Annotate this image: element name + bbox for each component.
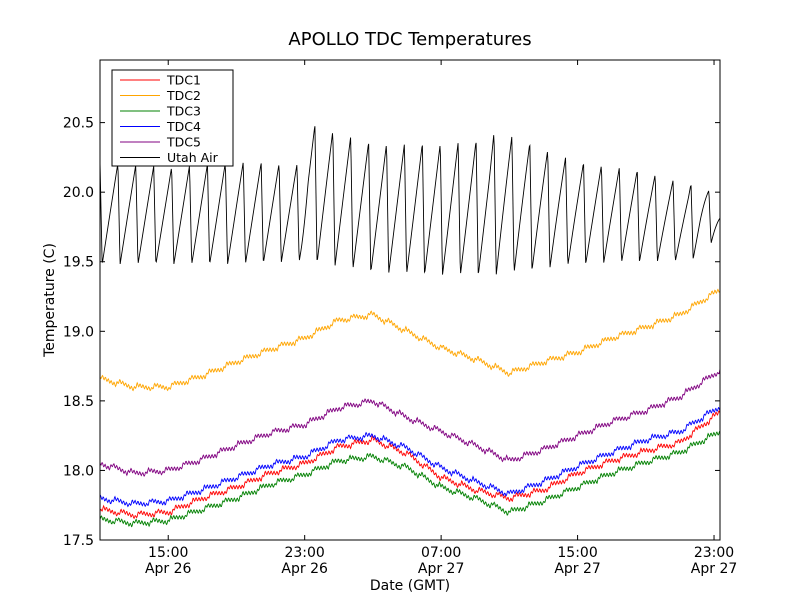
legend-label-tdc4: TDC4 <box>166 119 201 134</box>
x-tick-label-date: Apr 26 <box>281 561 328 577</box>
legend-box <box>111 69 234 167</box>
legend-label-tdc1: TDC1 <box>166 73 201 88</box>
series-line-tdc5 <box>99 368 721 477</box>
x-tick-label-date: Apr 27 <box>554 561 600 577</box>
y-tick-label: 19.5 <box>63 255 94 271</box>
x-tick-label-time: 15:00 <box>148 545 188 561</box>
y-tick-label: 18.5 <box>63 394 94 410</box>
x-tick-label-time: 23:00 <box>694 545 734 561</box>
legend-label-utah-air: Utah Air <box>167 150 219 165</box>
x-tick-label-time: 15:00 <box>557 545 597 561</box>
x-tick-label-date: Apr 27 <box>418 561 464 577</box>
legend-label-tdc3: TDC3 <box>166 104 201 119</box>
series-line-tdc2 <box>99 288 721 392</box>
legend-label-tdc2: TDC2 <box>166 88 201 103</box>
y-tick-label: 20.0 <box>63 185 94 201</box>
x-tick-label-date: Apr 26 <box>145 561 192 577</box>
y-tick-label: 20.5 <box>63 116 94 132</box>
x-tick-label-date: Apr 27 <box>691 561 737 577</box>
y-tick-label: 17.5 <box>63 533 94 549</box>
series-line-tdc3 <box>99 431 721 528</box>
x-tick-label-time: 07:00 <box>421 545 461 561</box>
y-tick-label: 18.0 <box>63 463 94 479</box>
series-line-tdc1 <box>99 409 721 520</box>
series-line-tdc4 <box>99 407 721 508</box>
chart-title: APOLLO TDC Temperatures <box>288 29 531 50</box>
series-layer <box>99 126 721 528</box>
y-axis-label: Temperature (C) <box>42 243 58 358</box>
legend-label-tdc5: TDC5 <box>166 135 201 150</box>
x-tick-label-time: 23:00 <box>284 545 324 561</box>
y-tick-label: 19.0 <box>63 324 94 340</box>
y-ticks: 17.5 18.0 18.5 19.0 19.5 20.0 20.5 <box>63 116 720 549</box>
series-line-utah-air <box>99 126 721 275</box>
plot-frame <box>99 59 721 541</box>
x-axis-label: Date (GMT) <box>370 578 450 594</box>
